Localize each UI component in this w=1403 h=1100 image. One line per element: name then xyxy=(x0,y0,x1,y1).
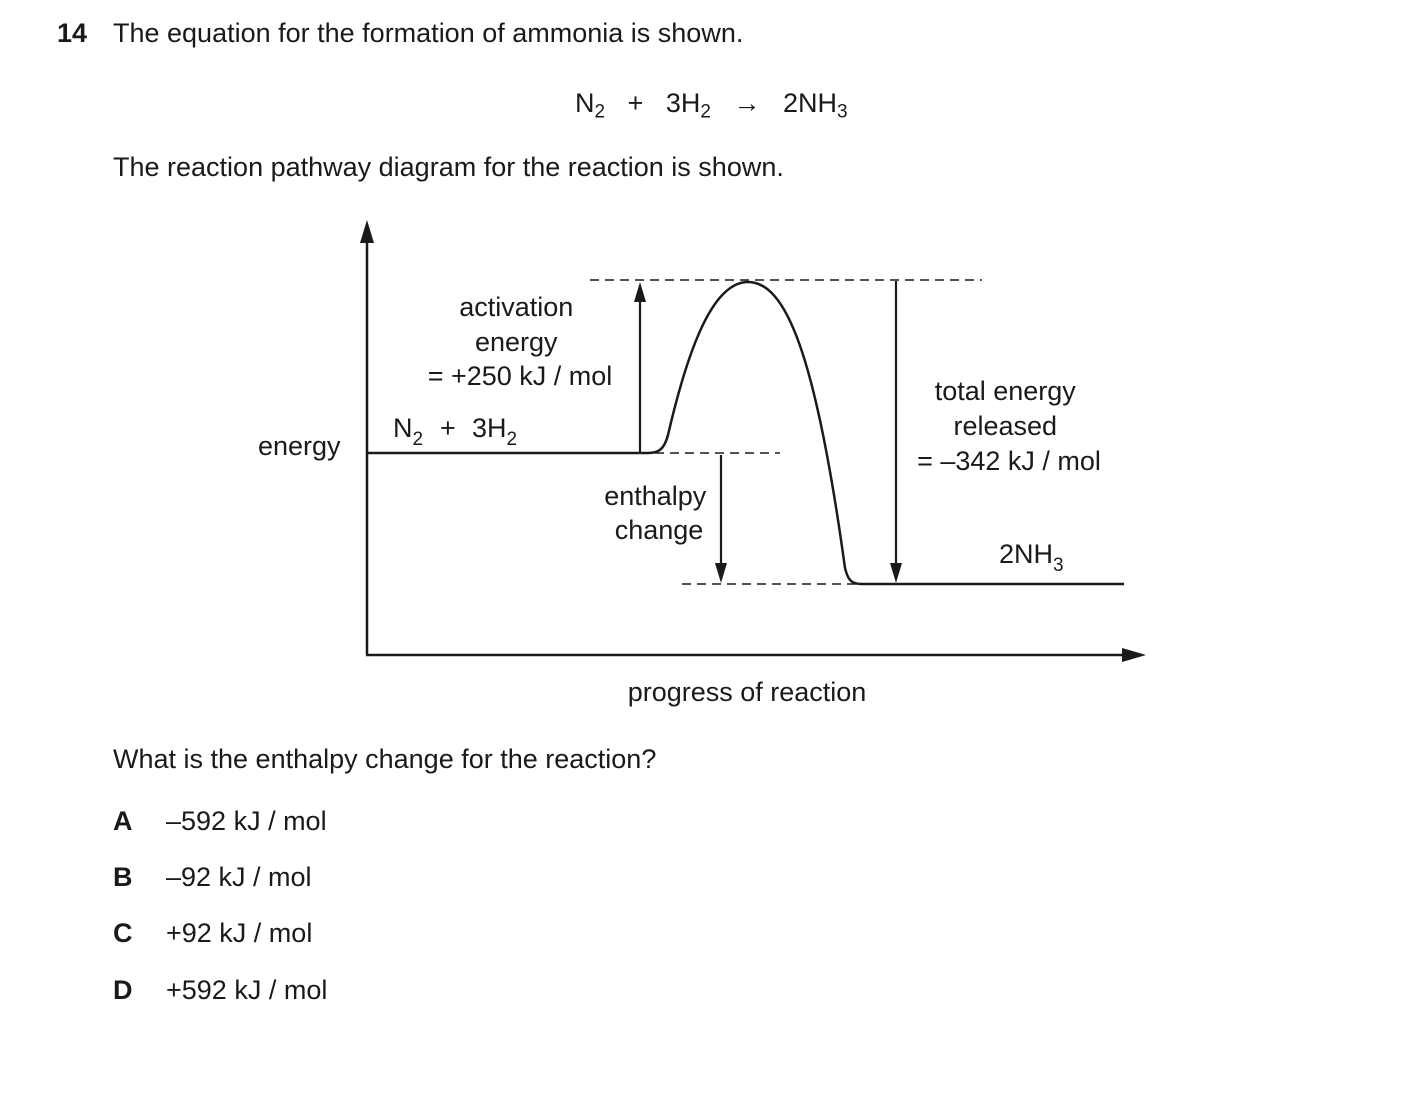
reactants-plus: + xyxy=(440,413,456,443)
product-sub: 3 xyxy=(1053,555,1064,576)
y-axis-label: energy xyxy=(258,431,341,461)
reactants-h: 3H xyxy=(472,413,507,443)
enthalpy-arrow-head-icon xyxy=(715,563,727,583)
question-prompt: What is the enthalpy change for the reac… xyxy=(113,744,657,774)
option-c-text: +92 kJ / mol xyxy=(166,918,313,948)
energy-profile-curve xyxy=(368,280,1124,586)
equation-n: N xyxy=(575,88,595,118)
equation-plus: + xyxy=(627,88,644,118)
total-label-line-3: = –342 kJ / mol xyxy=(917,446,1101,476)
option-b-text: –92 kJ / mol xyxy=(166,862,312,892)
total-label-line-1: total energy xyxy=(935,376,1077,406)
reactants-h-sub: 2 xyxy=(507,429,518,450)
product-label: 2NH3 xyxy=(999,539,1064,576)
total-label-line-2: released xyxy=(953,411,1057,441)
question-number: 14 xyxy=(57,18,88,48)
option-c-letter: C xyxy=(113,918,133,948)
equation-n-sub: 2 xyxy=(594,101,606,123)
x-axis-arrow-icon xyxy=(1122,648,1146,662)
dashed-guides xyxy=(590,279,982,585)
enthalpy-label-line-1: enthalpy xyxy=(604,481,707,511)
equation-h: 3H xyxy=(665,88,701,118)
enthalpy-label-line-2: change xyxy=(615,515,704,545)
activation-label-line-2: energy xyxy=(475,327,558,357)
reaction-equation: N2 + 3H2 → 2NH3 xyxy=(575,88,848,122)
activation-label-line-1: activation xyxy=(459,292,573,322)
reaction-pathway-diagram: energy activation energy = +250 kJ / mol… xyxy=(258,220,1146,707)
equation-product-sub: 3 xyxy=(837,101,848,123)
activation-energy-label: activation energy = +250 kJ / mol xyxy=(428,292,613,391)
question-text: The equation for the formation of ammoni… xyxy=(113,18,744,48)
equation-product: 2NH xyxy=(783,88,838,118)
option-a-text: –592 kJ / mol xyxy=(166,806,327,836)
option-a-letter: A xyxy=(113,806,133,836)
option-d-letter: D xyxy=(113,975,133,1005)
reactants-n-sub: 2 xyxy=(413,429,424,450)
enthalpy-change-label: enthalpy change xyxy=(604,481,714,545)
equation-h-sub: 2 xyxy=(700,101,711,123)
equation-arrow: → xyxy=(733,88,761,118)
option-d-text: +592 kJ / mol xyxy=(166,975,328,1005)
x-axis-label: progress of reaction xyxy=(628,677,867,707)
total-energy-label: total energy released = –342 kJ / mol xyxy=(917,376,1101,476)
axes xyxy=(360,220,1146,662)
reactants-n: N xyxy=(393,413,413,443)
intro-text: The reaction pathway diagram for the rea… xyxy=(113,152,784,182)
y-axis-arrow-icon xyxy=(360,220,374,243)
product-symbol: 2NH xyxy=(999,539,1053,569)
reactants-label: N2 +3H2 xyxy=(393,413,517,450)
activation-label-line-3: = +250 kJ / mol xyxy=(428,361,613,391)
total-arrow-head-icon xyxy=(890,563,902,583)
activation-arrow-head-icon xyxy=(634,282,646,302)
option-b-letter: B xyxy=(113,862,133,892)
